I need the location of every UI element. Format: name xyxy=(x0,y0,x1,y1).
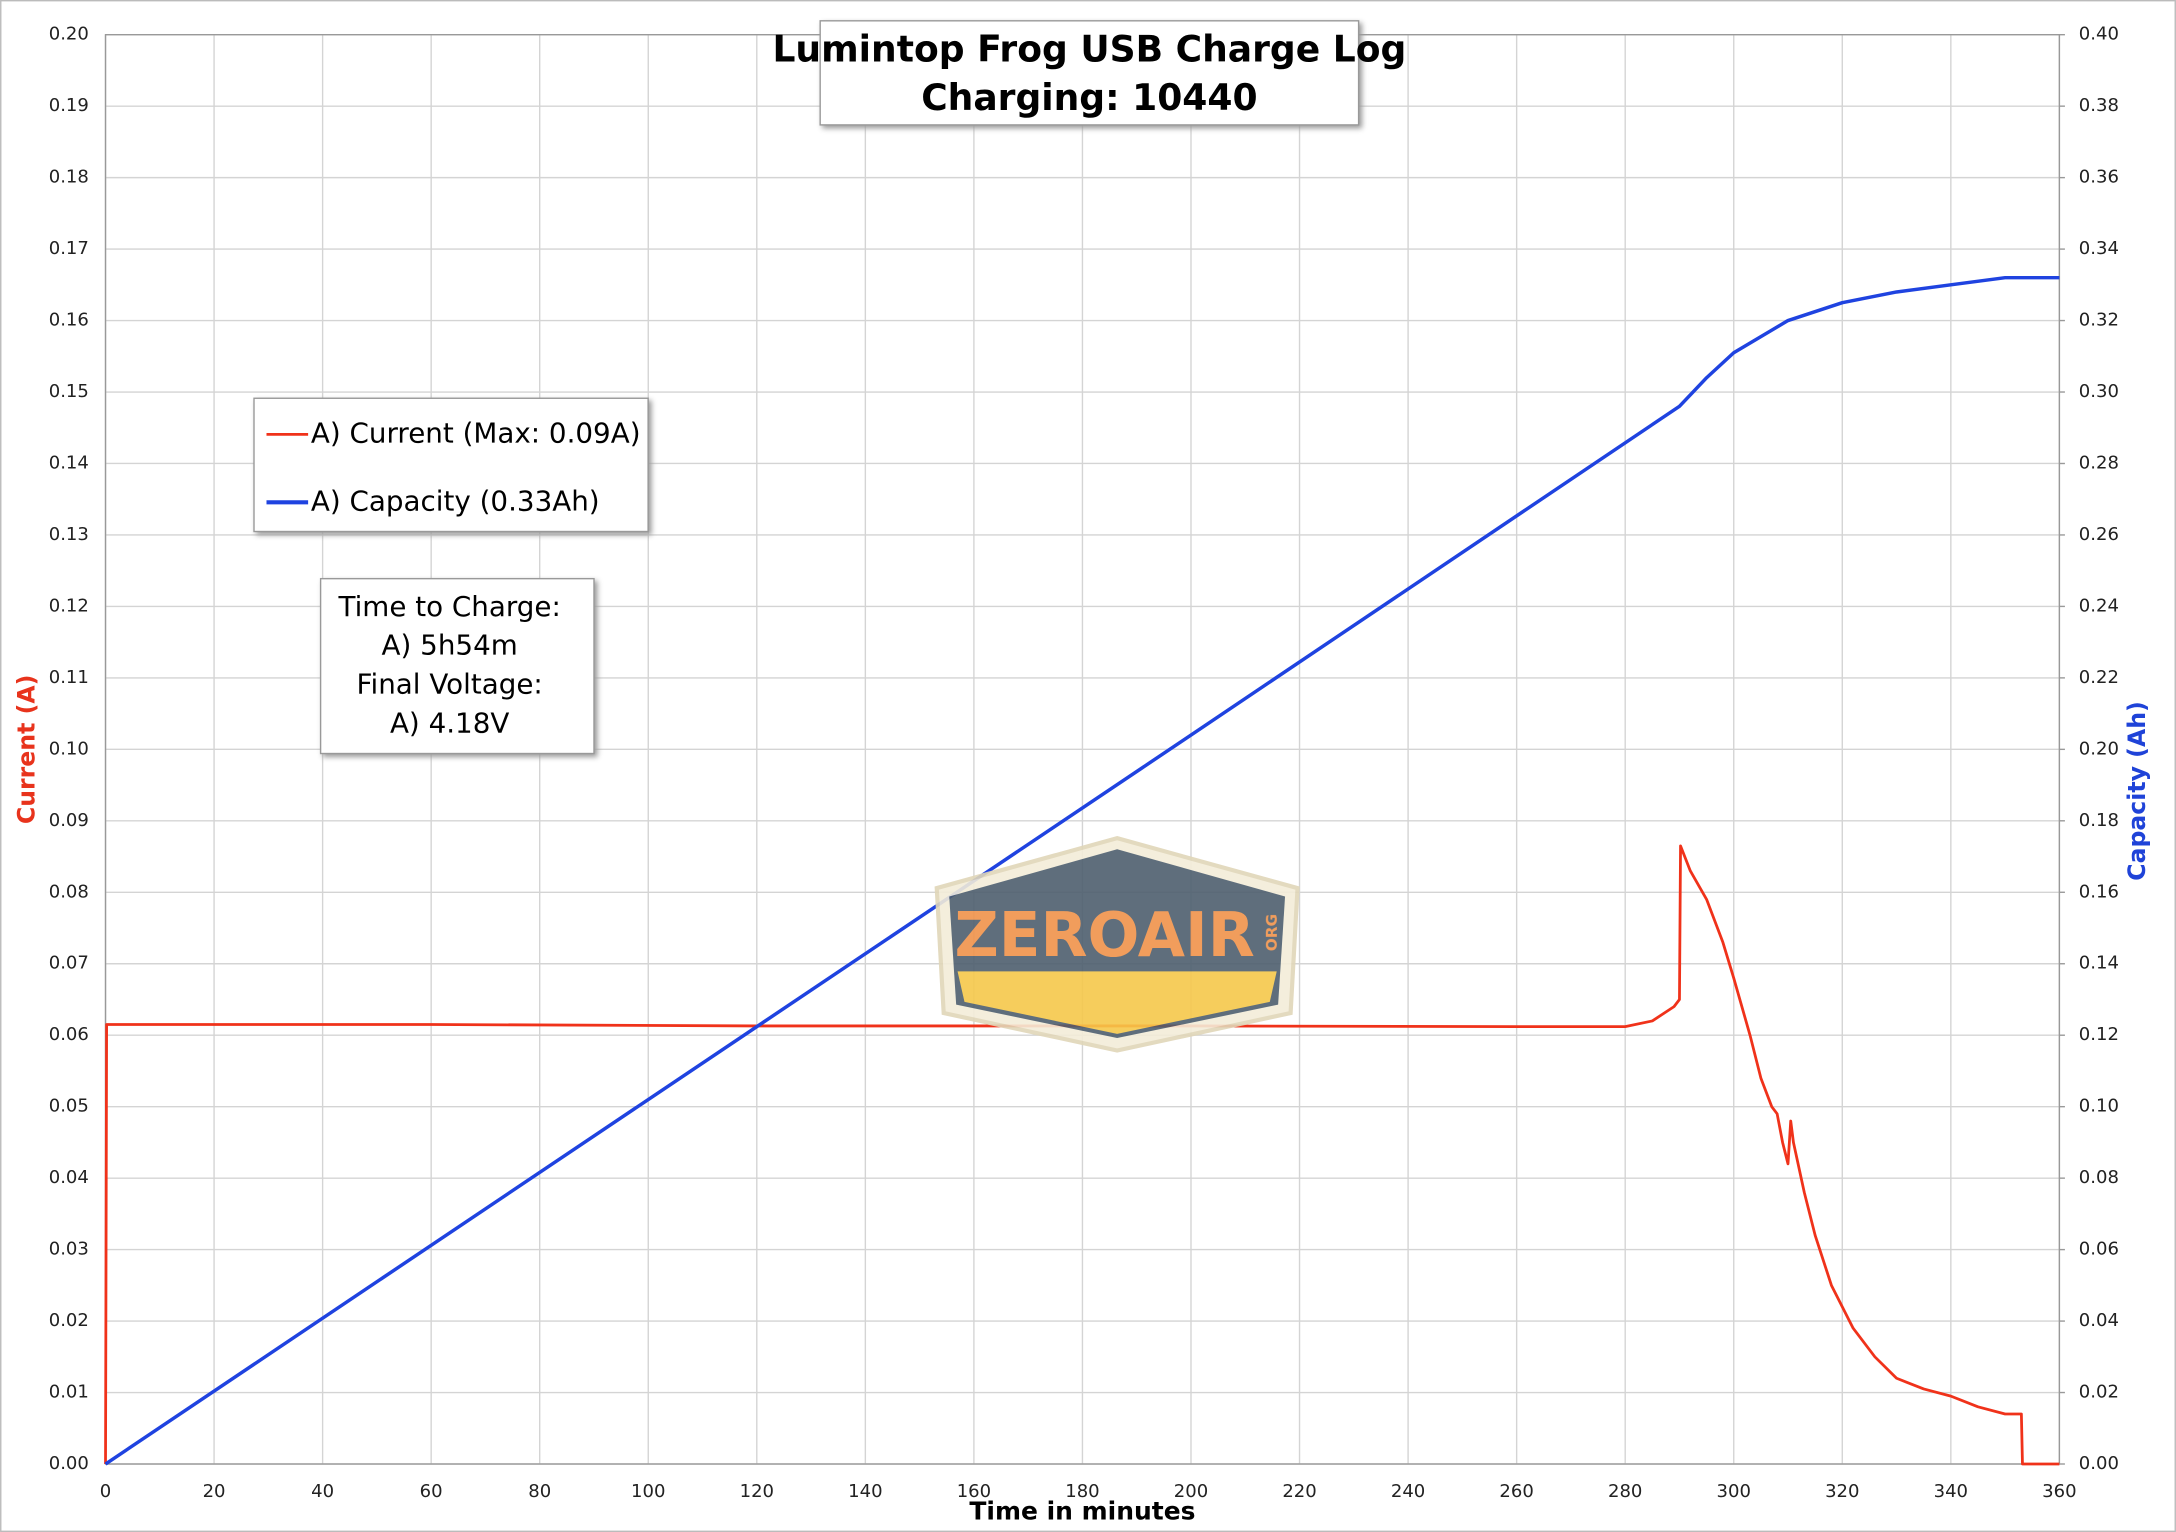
x-tick-label: 100 xyxy=(631,1481,665,1502)
annotation-box: Time to Charge: A) 5h54m Final Voltage: … xyxy=(319,577,595,755)
y2-tick-label: 0.34 xyxy=(2079,238,2119,259)
x-tick-label: 0 xyxy=(100,1481,111,1502)
x-tick-label: 120 xyxy=(740,1481,774,1502)
y2-tick-label: 0.22 xyxy=(2079,667,2119,688)
y2-tick-label: 0.12 xyxy=(2079,1024,2119,1045)
y2-tick-label: 0.16 xyxy=(2079,881,2119,902)
logo-road xyxy=(957,971,1277,1034)
y-tick-label: 0.06 xyxy=(49,1024,89,1045)
y2-tick-label: 0.04 xyxy=(2079,1310,2119,1331)
x-tick-label: 300 xyxy=(1717,1481,1751,1502)
x-tick-label: 140 xyxy=(848,1481,882,1502)
y-tick-label: 0.01 xyxy=(49,1382,89,1403)
y-tick-label: 0.14 xyxy=(49,452,89,473)
y2-tick-label: 0.14 xyxy=(2079,953,2119,974)
y-tick-label: 0.03 xyxy=(49,1239,89,1260)
title-box: Lumintop Frog USB Charge Log Charging: 1… xyxy=(772,20,1406,126)
legend-frame xyxy=(253,397,649,533)
y-tick-label: 0.15 xyxy=(49,381,89,402)
annotation-line: Time to Charge: xyxy=(337,590,560,623)
y-tick-label: 0.07 xyxy=(49,953,89,974)
y-tick-label: 0.19 xyxy=(49,95,89,116)
lines xyxy=(104,275,2060,1466)
chart-subtitle: Charging: 10440 xyxy=(921,77,1257,119)
legend-label: A) Current (Max: 0.09A) xyxy=(311,416,641,449)
y2-tick-label: 0.26 xyxy=(2079,524,2119,545)
y-tick-label: 0.20 xyxy=(49,24,89,45)
y-tick-label: 0.11 xyxy=(49,667,89,688)
y-tick-label: 0.18 xyxy=(49,167,89,188)
legend-label: A) Capacity (0.33Ah) xyxy=(311,484,600,517)
y-tick-label: 0.17 xyxy=(49,238,89,259)
x-tick-label: 360 xyxy=(2042,1481,2076,1502)
y2-tick-label: 0.18 xyxy=(2079,810,2119,831)
annotation-line: Final Voltage: xyxy=(357,668,543,701)
x-tick-label: 80 xyxy=(528,1481,551,1502)
x-tick-label: 200 xyxy=(1174,1481,1208,1502)
watermark: ZEROAIR ORG xyxy=(934,835,1300,1053)
y-tick-label: 0.16 xyxy=(49,310,89,331)
y2-tick-label: 0.06 xyxy=(2079,1239,2119,1260)
y-tick-label: 0.12 xyxy=(49,595,89,616)
x-tick-label: 20 xyxy=(203,1481,226,1502)
x-tick-label: 340 xyxy=(1934,1481,1968,1502)
y-tick-label: 0.05 xyxy=(49,1096,89,1117)
y2-tick-label: 0.02 xyxy=(2079,1382,2119,1403)
y2-tick-label: 0.30 xyxy=(2079,381,2119,402)
logo-text: ZEROAIR xyxy=(955,900,1255,971)
y2-tick-label: 0.20 xyxy=(2079,738,2119,759)
x-tick-label: 260 xyxy=(1499,1481,1533,1502)
legend: A) Current (Max: 0.09A) A) Capacity (0.3… xyxy=(253,397,649,533)
y-tick-label: 0.10 xyxy=(49,738,89,759)
y-axis-title: Current (A) xyxy=(12,675,40,824)
y2-axis-title: Capacity (Ah) xyxy=(2123,701,2151,881)
y-tick-label: 0.04 xyxy=(49,1167,89,1188)
y2-tick-label: 0.28 xyxy=(2079,452,2119,473)
chart-title: Lumintop Frog USB Charge Log xyxy=(772,28,1406,70)
y-tick-label: 0.08 xyxy=(49,881,89,902)
y-tick-label: 0.00 xyxy=(49,1453,89,1474)
title-frame xyxy=(819,20,1360,126)
annotation-line: A) 5h54m xyxy=(382,629,518,662)
x-tick-label: 40 xyxy=(311,1481,334,1502)
y2-tick-label: 0.24 xyxy=(2079,595,2119,616)
x-axis-title: Time in minutes xyxy=(969,1497,1195,1526)
x-tick-label: 60 xyxy=(420,1481,443,1502)
x-tick-label: 280 xyxy=(1608,1481,1642,1502)
series-line xyxy=(104,844,2060,1466)
y2-tick-label: 0.40 xyxy=(2079,24,2119,45)
x-tick-label: 220 xyxy=(1282,1481,1316,1502)
x-tick-label: 320 xyxy=(1825,1481,1859,1502)
y2-tick-label: 0.00 xyxy=(2079,1453,2119,1474)
x-tick-label: 180 xyxy=(1065,1481,1099,1502)
y2-tick-label: 0.38 xyxy=(2079,95,2119,116)
grid xyxy=(104,33,2061,1465)
y2-tick-label: 0.10 xyxy=(2079,1096,2119,1117)
x-tick-label: 160 xyxy=(957,1481,991,1502)
series-line xyxy=(104,275,2060,1466)
y2-tick-label: 0.32 xyxy=(2079,310,2119,331)
y2-tick-label: 0.36 xyxy=(2079,167,2119,188)
y2-tick-label: 0.08 xyxy=(2079,1167,2119,1188)
logo-suffix: ORG xyxy=(1263,914,1281,951)
annotation-frame xyxy=(319,577,595,755)
x-tick-label: 240 xyxy=(1391,1481,1425,1502)
y-tick-label: 0.02 xyxy=(49,1310,89,1331)
annotation-line: A) 4.18V xyxy=(390,706,509,739)
y-tick-label: 0.09 xyxy=(49,810,89,831)
y-tick-label: 0.13 xyxy=(49,524,89,545)
